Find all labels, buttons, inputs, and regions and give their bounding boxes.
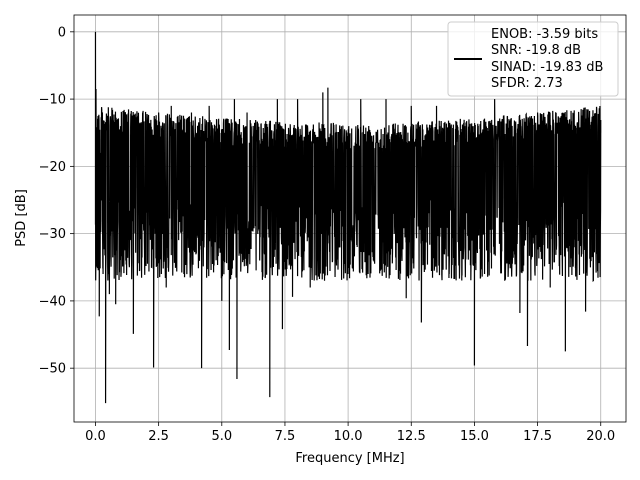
y-tick-label: −40: [39, 294, 66, 309]
axes-frame: [73, 14, 627, 423]
legend: ENOB: -3.59 bits SNR: -19.8 dB SINAD: -1…: [447, 21, 619, 97]
y-tick-label: −10: [39, 93, 66, 108]
x-tick-label: 2.5: [148, 429, 169, 444]
legend-snr: SNR: -19.8 dB: [491, 43, 581, 58]
legend-sfdr: SFDR: 2.73: [491, 76, 563, 91]
x-tick-label: 20.0: [586, 429, 615, 444]
x-tick-label: 0.0: [85, 429, 106, 444]
x-tick-label: 12.5: [397, 429, 426, 444]
x-axis-label: Frequency [MHz]: [295, 451, 404, 466]
legend-sinad: SINAD: -19.83 dB: [491, 60, 603, 75]
legend-enob: ENOB: -3.59 bits: [491, 27, 598, 42]
y-tick-label: 0: [58, 25, 66, 40]
y-axis-label: PSD [dB]: [14, 189, 29, 247]
y-tick-label: −20: [39, 160, 66, 175]
y-tick-label: −50: [39, 362, 66, 377]
y-axis-ticks: 0 −10 −20 −30 −40 −50: [39, 25, 74, 377]
x-tick-label: 15.0: [460, 429, 489, 444]
x-tick-label: 5.0: [211, 429, 232, 444]
y-tick-label: −30: [39, 227, 66, 242]
x-tick-label: 7.5: [275, 429, 296, 444]
plot-area: [94, 31, 602, 404]
legend-box: [447, 21, 619, 97]
x-axis-ticks: 0.0 2.5 5.0 7.5 10.0 12.5 15.0 17.5 20.0: [85, 422, 615, 444]
psd-series-line: [94, 31, 602, 404]
x-tick-label: 10.0: [334, 429, 363, 444]
x-tick-label: 17.5: [523, 429, 552, 444]
